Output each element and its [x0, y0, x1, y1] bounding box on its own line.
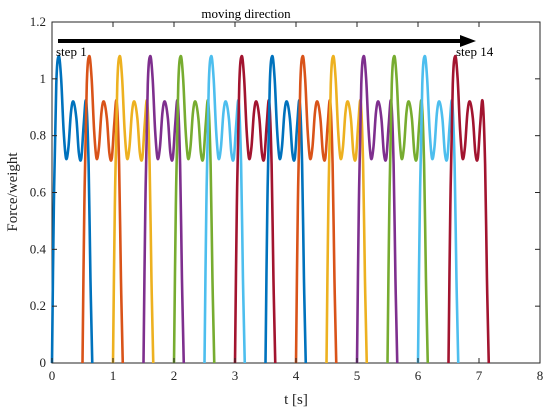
x-tick-label: 3 [232, 368, 239, 383]
x-tick-label: 6 [415, 368, 422, 383]
x-tick-label: 7 [476, 368, 483, 383]
x-tick-label: 2 [171, 368, 178, 383]
step-14-line [447, 54, 491, 364]
arrow-head [460, 35, 476, 47]
x-tick-label: 4 [293, 368, 300, 383]
x-tick-label: 5 [354, 368, 361, 383]
y-tick-label: 1.2 [30, 14, 46, 29]
x-tick-label: 1 [110, 368, 117, 383]
y-tick-label: 1 [40, 71, 47, 86]
y-tick-label: 0.8 [30, 128, 46, 143]
step-1-label: step 1 [56, 44, 87, 59]
series-layer [50, 54, 491, 364]
y-tick-label: 0 [40, 355, 47, 370]
step-14-label: step 14 [456, 44, 494, 59]
y-axis-label: Force/weight [5, 152, 21, 232]
moving-direction-annotation: moving direction step 1 step 14 [56, 6, 494, 59]
axis-layer: 0 1 2 3 4 5 6 7 8 0 0.2 0.4 0.6 0.8 1 1.2 [30, 14, 544, 383]
y-tick-label: 0.4 [30, 241, 47, 256]
y-tick-label: 0.2 [30, 298, 46, 313]
y-tick-label: 0.6 [30, 185, 47, 200]
x-tick-label: 0 [49, 368, 56, 383]
x-tick-label: 8 [537, 368, 544, 383]
x-axis-label: t [s] [284, 392, 308, 408]
moving-direction-label: moving direction [201, 6, 291, 21]
